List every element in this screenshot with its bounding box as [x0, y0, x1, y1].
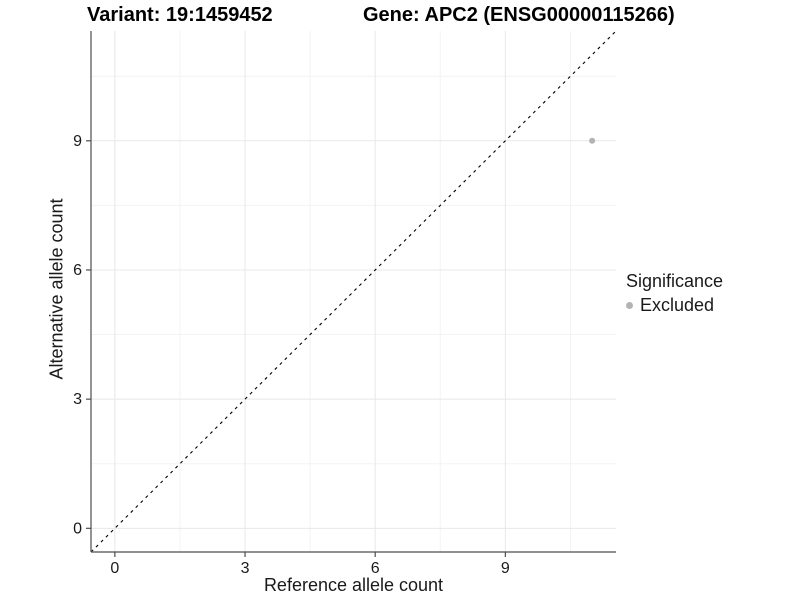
identity-reference-line	[90, 30, 617, 553]
x-tick-label: 0	[110, 560, 119, 577]
x-tick-label: 3	[241, 560, 250, 577]
legend-title: Significance	[626, 271, 724, 291]
y-tick-label: 6	[73, 262, 82, 279]
x-tick-label: 9	[501, 560, 510, 577]
legend: Significance Excluded	[626, 271, 723, 316]
data-point-excluded	[589, 137, 596, 144]
x-tick-label: 6	[371, 560, 380, 577]
y-tick-label: 9	[73, 133, 82, 150]
variant-title: Variant: 19:1459452	[87, 4, 273, 26]
y-axis-title: Alternative allele count	[46, 198, 67, 380]
legend-item-label: Excluded	[640, 295, 715, 315]
x-axis-title: Reference allele count	[263, 575, 444, 595]
y-tick-label: 0	[73, 520, 82, 537]
y-tick-label: 3	[73, 391, 82, 408]
gene-title: Gene: APC2 (ENSG00000115266)	[363, 4, 675, 26]
legend-point-icon	[626, 302, 633, 309]
legend-item-excluded: Excluded	[626, 295, 723, 316]
